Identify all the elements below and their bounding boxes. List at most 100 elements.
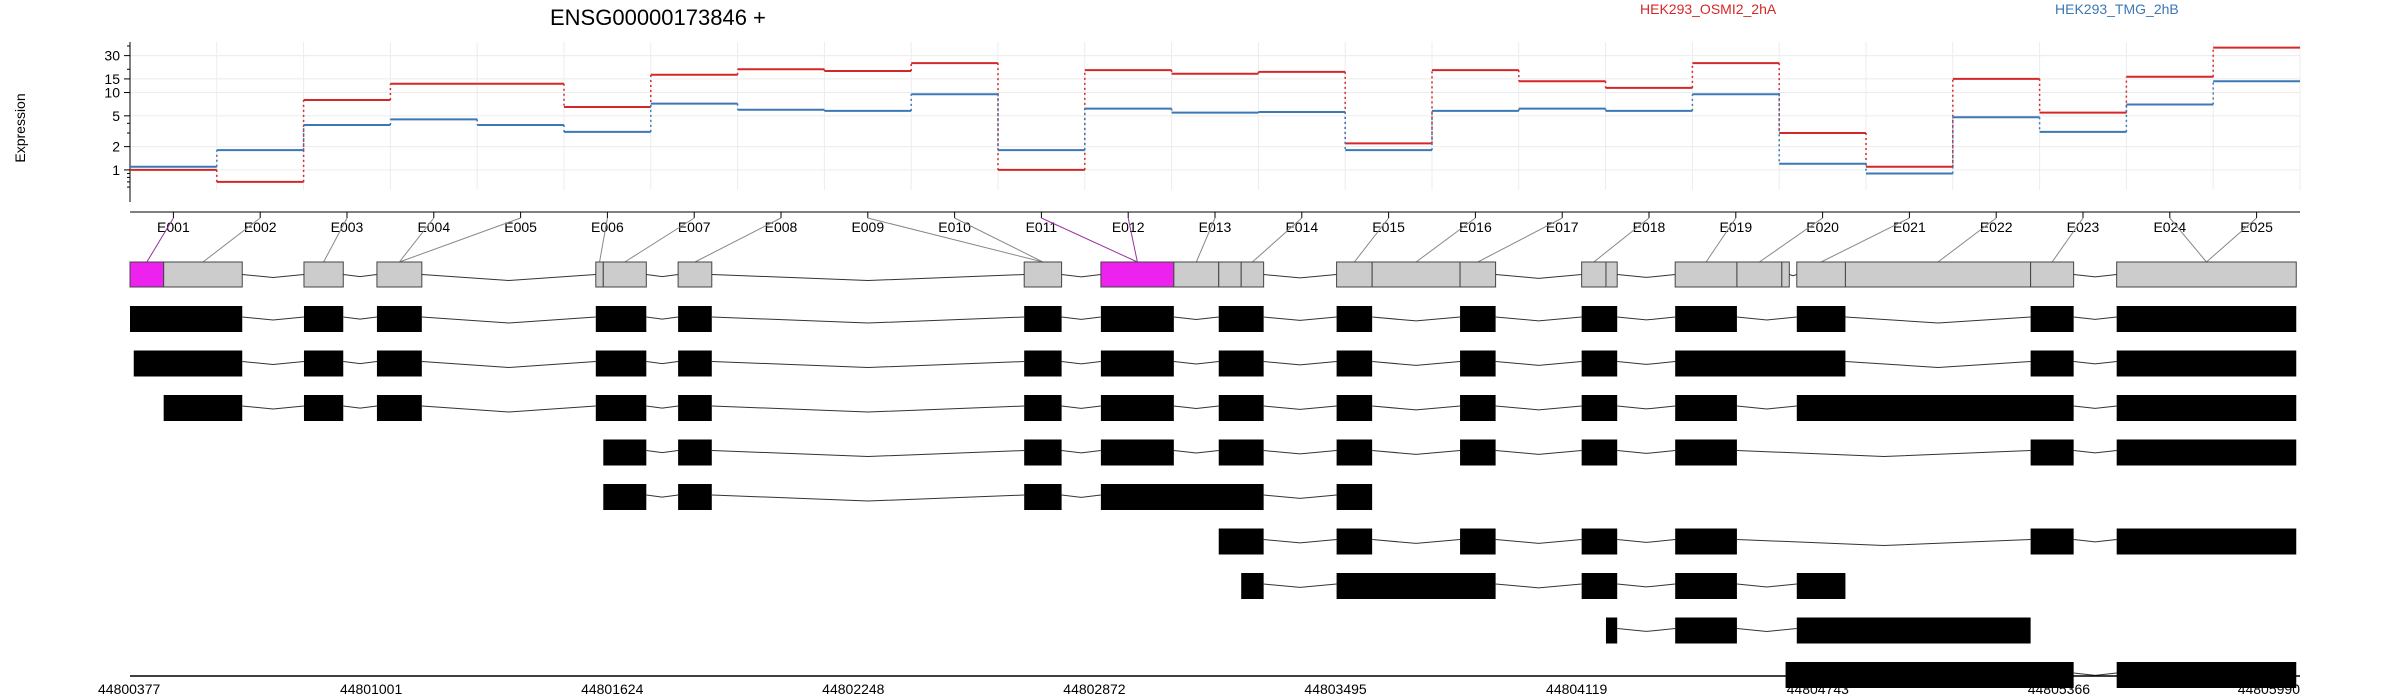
- transcript-intron: [1736, 539, 2031, 547]
- transcript-exon: [303, 306, 344, 332]
- transcript-intron: [711, 494, 1025, 502]
- transcript-exon: [678, 439, 712, 466]
- gene-model-exon: [1240, 261, 1265, 288]
- transcript-exon: [1460, 306, 1496, 332]
- transcript-exon: [1218, 395, 1264, 421]
- transcript-exon: [1024, 395, 1062, 421]
- transcript-intron: [1736, 583, 1797, 588]
- legend: HEK293_OSMI2_2hA HEK293_TMG_2hB: [1640, 1, 2179, 17]
- exon-link-line: [1127, 217, 1138, 263]
- exon-link-line: [599, 217, 608, 263]
- transcript-exon: [1581, 395, 1618, 421]
- transcript-exon: [1675, 306, 1737, 332]
- gene-model-intron: [1061, 274, 1101, 278]
- gene-model-exon: [129, 261, 165, 288]
- gene-model-exon: [2116, 261, 2297, 288]
- transcript-intron: [421, 405, 596, 413]
- transcript-exon: [1605, 617, 1618, 644]
- y-tick-label: 15: [104, 71, 120, 87]
- transcript-exon: [1675, 573, 1737, 599]
- transcript-exon: [133, 350, 243, 377]
- x-tick-label: E019: [1719, 219, 1752, 235]
- exon-link-line: [202, 217, 261, 263]
- transcript-exon: [1675, 617, 1737, 644]
- transcript-intron: [646, 450, 679, 454]
- transcript-intron: [1736, 450, 2031, 458]
- transcript-exon: [303, 350, 344, 377]
- transcript-exon: [1218, 439, 1264, 466]
- transcript-intron: [1372, 361, 1461, 366]
- transcript-exon: [1460, 528, 1496, 555]
- legend-entry: HEK293_TMG_2hB: [2055, 1, 2179, 17]
- transcript-intron: [1263, 583, 1337, 588]
- x-tick-label: E002: [244, 219, 277, 235]
- exon-link-line: [398, 217, 435, 263]
- x-tick-label: E001: [157, 219, 190, 235]
- transcript-exon: [595, 350, 647, 377]
- x-tick-label: E007: [678, 219, 711, 235]
- transcript-exon: [1336, 439, 1373, 466]
- exon-link-line: [1415, 217, 1476, 263]
- x-tick-label: E014: [1285, 219, 1318, 235]
- transcript-intron: [1263, 539, 1337, 544]
- series-line: [130, 80, 2300, 175]
- transcript-exon: [1336, 484, 1373, 510]
- transcript-exon: [1796, 617, 2031, 644]
- transcript-intron: [1736, 628, 1797, 632]
- exon-link-line: [1759, 217, 1823, 263]
- transcript-intron: [1061, 316, 1101, 320]
- transcript-exon: [2030, 528, 2074, 555]
- y-tick-label: 30: [104, 48, 120, 64]
- transcript-exon: [1024, 439, 1062, 466]
- transcript-intron: [1617, 361, 1676, 365]
- transcript-exon: [1581, 306, 1618, 332]
- gene-model-exon: [677, 261, 713, 288]
- transcript-intron: [646, 361, 679, 365]
- gene-model-intron: [1495, 274, 1582, 279]
- transcript-intron: [1173, 405, 1219, 410]
- transcript-exon: [1100, 306, 1174, 332]
- transcript-intron: [1495, 450, 1582, 455]
- exon-link-line: [694, 217, 782, 263]
- gene-model-intron: [1789, 274, 1797, 277]
- transcript-exon: [2116, 662, 2297, 688]
- transcript-intron: [1372, 539, 1461, 544]
- transcript-intron: [242, 361, 305, 366]
- gene-model-exon: [1023, 261, 1063, 288]
- transcript-intron: [2073, 361, 2117, 365]
- transcript-exon: [376, 306, 422, 332]
- transcript-exon: [1024, 350, 1062, 377]
- gene-model-exon: [602, 261, 647, 288]
- exon-link-line: [2169, 217, 2207, 263]
- transcript-intron: [1263, 361, 1337, 366]
- transcript-row: [603, 484, 1373, 510]
- transcript-exon: [2116, 439, 2297, 466]
- x-tick-label: E024: [2153, 219, 2186, 235]
- x-tick-label: E015: [1372, 219, 1405, 235]
- transcript-exon: [1024, 306, 1062, 332]
- transcript-intron: [646, 316, 679, 320]
- coord-tick-label: 44804119: [1546, 681, 1607, 697]
- x-tick-label: E010: [938, 219, 971, 235]
- transcript-exon: [1100, 350, 1174, 377]
- transcript-intron: [646, 494, 679, 498]
- transcript-intron: [1617, 583, 1676, 588]
- x-tick-label: E025: [2240, 219, 2273, 235]
- transcript-row: [130, 306, 2297, 332]
- transcript-exon: [1336, 306, 1373, 332]
- transcript-exon: [303, 395, 344, 421]
- transcript-exon: [1581, 350, 1618, 377]
- series-line: [130, 46, 2300, 183]
- coord-tick-label: 44801001: [340, 681, 403, 697]
- exon-link-line: [1252, 217, 1303, 263]
- exon-link-line: [1820, 217, 1910, 263]
- transcript-exon: [1241, 573, 1264, 599]
- transcript-exon: [2116, 528, 2297, 555]
- x-tick-label: E012: [1112, 219, 1145, 235]
- exon-link-line: [867, 217, 1044, 263]
- x-tick-label: E020: [1806, 219, 1839, 235]
- coord-tick-label: 44803495: [1304, 681, 1367, 697]
- transcript-exon: [1100, 484, 1264, 510]
